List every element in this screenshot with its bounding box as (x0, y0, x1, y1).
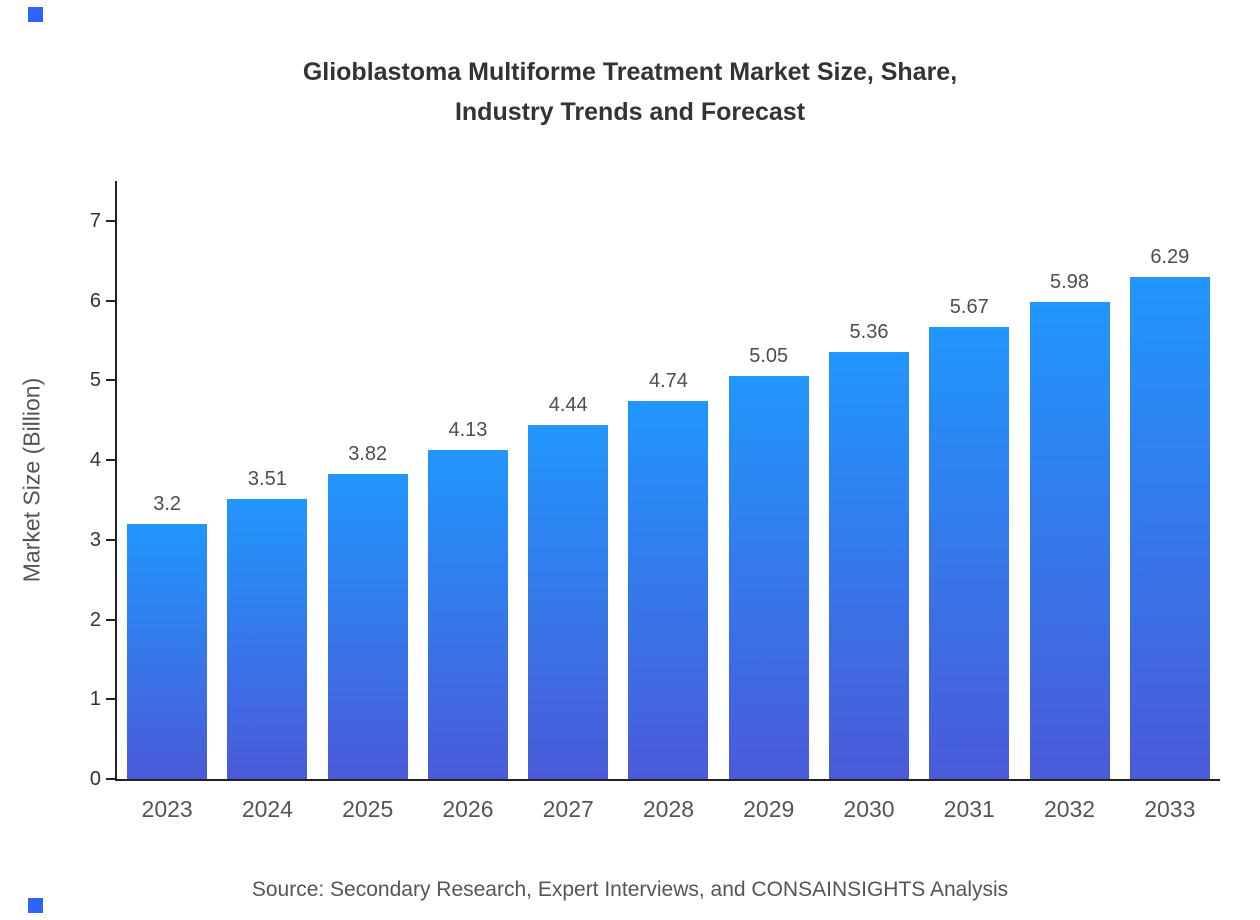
bar (327, 474, 408, 779)
bar (828, 351, 909, 779)
bars-container: 3.2 2023 3.51 2024 3.82 2025 4.13 2026 4.44 2027 4… (117, 181, 1220, 822)
bar-value-label: 3.2 (153, 492, 182, 515)
y-tick-label: 6 (89, 289, 101, 312)
bar-group: 5.05 2029 (719, 181, 819, 822)
x-tick-label: 2025 (342, 796, 394, 822)
bar-value-label: 3.51 (247, 468, 287, 491)
y-tick-mark (106, 778, 115, 780)
y-tick-label: 1 (89, 688, 101, 711)
x-tick-label: 2028 (642, 796, 695, 822)
bar-value-label: 5.36 (849, 320, 889, 343)
y-tick-label: 2 (89, 608, 101, 631)
x-tick-label: 2029 (743, 796, 795, 822)
bar (728, 376, 809, 779)
x-tick-label: 2031 (943, 796, 995, 822)
x-tick-label: 2026 (442, 796, 494, 822)
x-tick-label: 2027 (542, 796, 594, 822)
bar-value-label: 5.67 (949, 295, 989, 318)
x-tick-label: 2030 (843, 796, 895, 822)
y-tick-label: 0 (89, 768, 101, 790)
y-tick-mark (106, 618, 115, 621)
bar (528, 424, 609, 779)
y-tick-label: 5 (89, 369, 101, 392)
y-tick-mark (106, 299, 115, 302)
bar-group: 5.67 2031 (919, 181, 1019, 822)
decorative-corner-mark (28, 7, 43, 22)
y-tick-mark (106, 219, 115, 222)
bar-value-label: 4.13 (448, 418, 488, 441)
decorative-corner-mark (28, 898, 43, 913)
x-tick-label: 2033 (1144, 796, 1196, 822)
bar (1129, 277, 1210, 779)
chart-title-wrap: Glioblastoma Multiforme Treatment Market… (0, 52, 1260, 132)
bar-value-label: 5.05 (749, 345, 789, 368)
bar-group: 6.29 2033 (1120, 181, 1220, 822)
chart-title: Glioblastoma Multiforme Treatment Market… (302, 58, 958, 126)
y-tick-label: 3 (89, 528, 101, 551)
bar-value-label: 4.74 (648, 370, 688, 393)
y-tick-mark (106, 698, 115, 701)
bar (227, 499, 308, 779)
y-tick-mark (106, 459, 115, 462)
bar (1029, 302, 1110, 779)
y-tick-mark (106, 538, 115, 541)
bar-group: 5.36 2030 (819, 181, 919, 822)
plot-area: 0 1 2 3 4 5 6 7 3.2 2023 3.51 2024 3.82 2025 4.13 2026… (90, 181, 1220, 822)
bar-group: 3.2 2023 (117, 181, 217, 822)
bar-group: 3.51 2024 (217, 181, 317, 822)
bar (929, 326, 1010, 779)
bar-value-label: 5.98 (1050, 271, 1089, 294)
x-tick-label: 2032 (1043, 796, 1096, 822)
bar-group: 4.74 2028 (618, 181, 718, 822)
bar (628, 401, 709, 779)
bar-value-label: 6.29 (1150, 246, 1190, 269)
source-note: Source: Secondary Research, Expert Inter… (251, 878, 1009, 901)
bar-value-label: 3.82 (348, 443, 388, 466)
y-axis-title: Market Size (Billion) (18, 377, 45, 583)
bar-value-label: 4.44 (548, 393, 588, 416)
bar-group: 5.98 2032 (1019, 181, 1119, 822)
bar-group: 3.82 2025 (318, 181, 418, 822)
x-tick-label: 2024 (241, 796, 293, 822)
y-tick-label: 4 (89, 449, 101, 472)
x-tick-label: 2023 (141, 796, 193, 822)
y-tick-label: 7 (89, 209, 101, 232)
bar-group: 4.13 2026 (418, 181, 518, 822)
y-tick-mark (106, 379, 115, 382)
bar-group: 4.44 2027 (518, 181, 618, 822)
bar (127, 523, 208, 779)
bar (427, 449, 508, 779)
